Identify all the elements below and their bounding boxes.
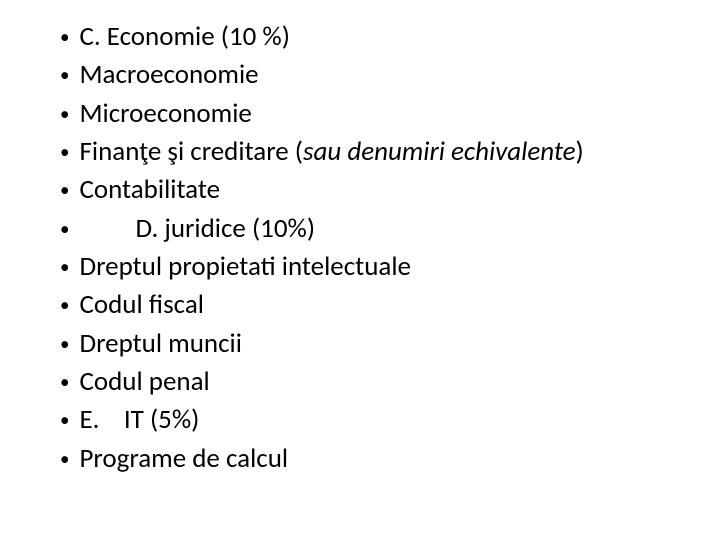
item-text: Contabilitate bbox=[79, 171, 220, 209]
bullet-icon: • bbox=[60, 25, 69, 52]
list-item: • D. juridice (10%) bbox=[60, 210, 720, 248]
item-text: Finanţe şi creditare (sau denumiri echiv… bbox=[79, 133, 583, 171]
bullet-icon: • bbox=[60, 255, 69, 282]
bullet-list: • C. Economie (10 %) • Macroeconomie • M… bbox=[60, 18, 720, 478]
bullet-icon: • bbox=[60, 63, 69, 90]
list-item: • Dreptul muncii bbox=[60, 325, 720, 363]
bullet-icon: • bbox=[60, 140, 69, 167]
bullet-icon: • bbox=[60, 370, 69, 397]
item-text: Codul penal bbox=[79, 363, 209, 401]
bullet-icon: • bbox=[60, 293, 69, 320]
list-item: • Programe de calcul bbox=[60, 440, 720, 478]
list-item: • Codul penal bbox=[60, 363, 720, 401]
list-item: • Microeconomie bbox=[60, 95, 720, 133]
list-item: • Dreptul propietati intelectuale bbox=[60, 248, 720, 286]
list-item: • Finanţe şi creditare (sau denumiri ech… bbox=[60, 133, 720, 171]
item-text: Microeconomie bbox=[79, 95, 251, 133]
list-item: • Macroeconomie bbox=[60, 56, 720, 94]
bullet-icon: • bbox=[60, 102, 69, 129]
item-text: Programe de calcul bbox=[79, 440, 288, 478]
list-item: • Contabilitate bbox=[60, 171, 720, 209]
bullet-icon: • bbox=[60, 178, 69, 205]
list-item: • E. IT (5%) bbox=[60, 401, 720, 439]
bullet-icon: • bbox=[60, 332, 69, 359]
list-item: • C. Economie (10 %) bbox=[60, 18, 720, 56]
item-text: Dreptul muncii bbox=[79, 325, 241, 363]
item-text: Dreptul propietati intelectuale bbox=[79, 248, 410, 286]
bullet-icon: • bbox=[60, 408, 69, 435]
bullet-icon: • bbox=[60, 447, 69, 474]
item-text: E. IT (5%) bbox=[79, 401, 199, 439]
item-text: D. juridice (10%) bbox=[79, 210, 315, 248]
bullet-icon: • bbox=[60, 217, 69, 244]
item-text: Macroeconomie bbox=[79, 56, 258, 94]
list-item: • Codul fiscal bbox=[60, 286, 720, 324]
item-text: C. Economie (10 %) bbox=[79, 18, 289, 56]
item-text: Codul fiscal bbox=[79, 286, 203, 324]
